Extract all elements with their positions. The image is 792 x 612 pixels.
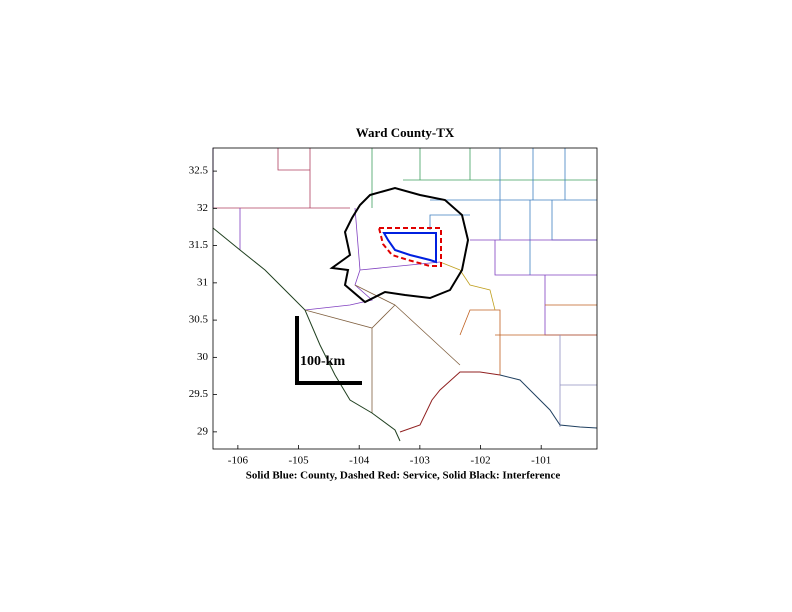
x-tick-label: -106 bbox=[228, 455, 249, 467]
interference-contour bbox=[329, 186, 470, 304]
x-tick-label: -104 bbox=[349, 455, 370, 467]
plot-frame bbox=[212, 147, 598, 450]
x-tick-label: -101 bbox=[531, 455, 551, 467]
boundaries bbox=[212, 148, 598, 442]
x-tick-label: -103 bbox=[410, 455, 431, 467]
x-tick-label: -102 bbox=[470, 455, 490, 467]
scale-label: 100-km bbox=[300, 354, 345, 369]
y-tick-label: 32 bbox=[197, 202, 208, 214]
map-title: Ward County-TX bbox=[356, 125, 455, 140]
y-tick-label: 31 bbox=[197, 276, 208, 288]
y-tick-label: 29 bbox=[197, 425, 209, 437]
scale-bar bbox=[295, 316, 362, 385]
y-tick-label: 29.5 bbox=[189, 388, 209, 400]
county-outline bbox=[382, 232, 437, 264]
y-tick-label: 31.5 bbox=[189, 239, 209, 251]
y-tick-label: 30 bbox=[197, 351, 209, 363]
y-tick-label: 30.5 bbox=[189, 314, 209, 326]
service-contour bbox=[377, 227, 442, 267]
y-tick-label: 32.5 bbox=[189, 165, 209, 177]
x-axis-label: Solid Blue: County, Dashed Red: Service,… bbox=[246, 470, 561, 482]
x-tick-label: -105 bbox=[288, 455, 309, 467]
